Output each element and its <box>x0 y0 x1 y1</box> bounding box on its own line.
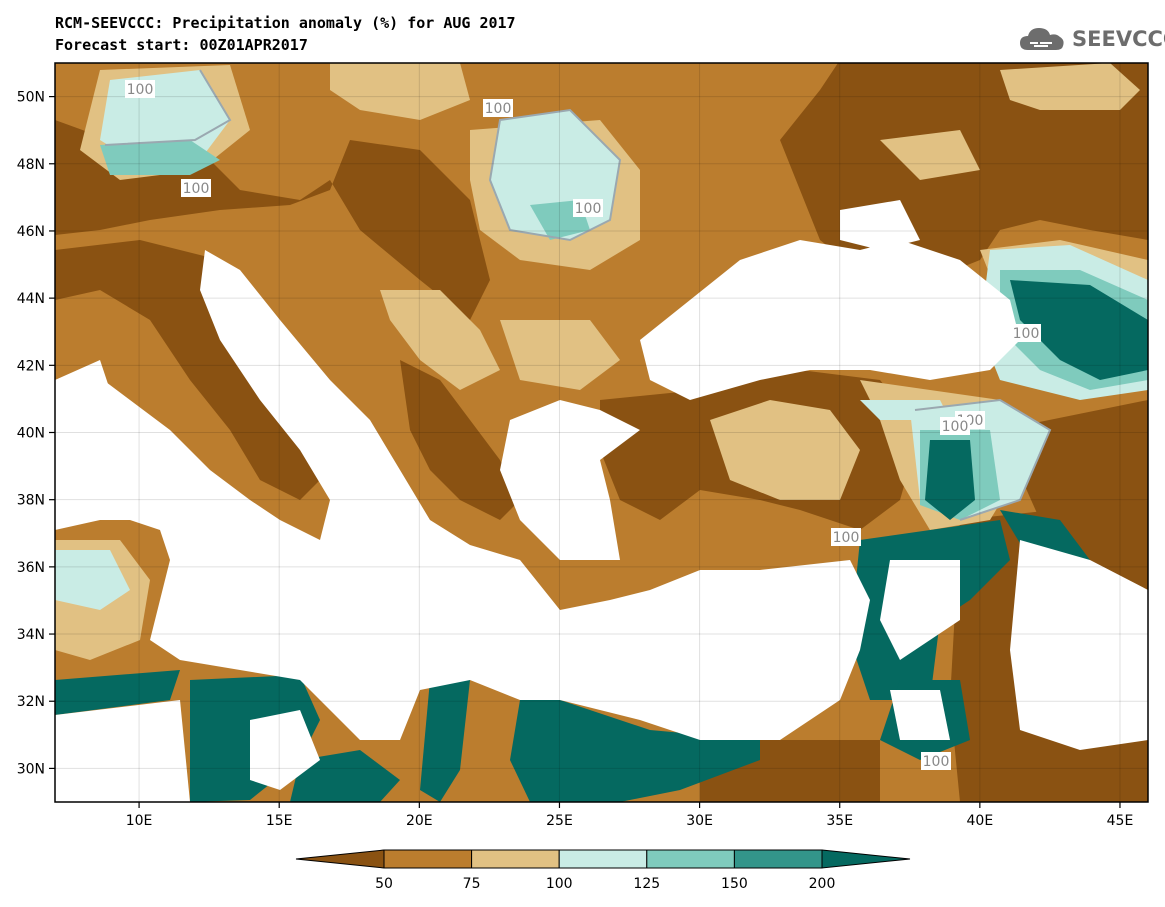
contour-label-text: 100 <box>485 101 512 117</box>
lat-tick-label: 46N <box>17 224 45 240</box>
contour-label-text: 100 <box>127 82 154 98</box>
libya-desert-1 <box>55 700 190 802</box>
contour-label-text: 100 <box>942 419 969 435</box>
west-med-left <box>55 360 120 440</box>
lat-tick-label: 38N <box>17 493 45 509</box>
lat-tick-label: 48N <box>17 157 45 173</box>
libya-desert-2 <box>250 710 320 790</box>
lon-tick-label: 45E <box>1107 813 1134 829</box>
legend-label: 75 <box>463 876 481 892</box>
contour-label-text: 100 <box>1013 326 1040 342</box>
contour-label-text: 100 <box>575 201 602 217</box>
contour-labels: 100 100 100 100 100 100 100 100 <box>125 80 1041 770</box>
lat-tick-label: 30N <box>17 761 45 777</box>
black-sea <box>640 240 1020 400</box>
contour-label-text: 100 <box>923 754 950 770</box>
jordan-desert <box>890 690 950 740</box>
legend-label: 125 <box>633 876 660 892</box>
legend-swatch <box>821 849 911 869</box>
contour-label: 100 <box>125 80 155 98</box>
lon-tick-label: 25E <box>546 813 573 829</box>
legend-label: 150 <box>721 876 748 892</box>
lon-tick-label: 15E <box>266 813 293 829</box>
contour-label-text: 100 <box>183 181 210 197</box>
cloud-icon <box>1020 28 1064 50</box>
syria-desert <box>880 560 960 660</box>
legend-label: 50 <box>375 876 393 892</box>
contour-label: 100 <box>483 99 513 117</box>
lat-tick-label: 32N <box>17 694 45 710</box>
contour-lines <box>104 69 1052 521</box>
lon-tick-label: 35E <box>826 813 853 829</box>
lon-tick-label: 40E <box>967 813 994 829</box>
lon-tick-label: 30E <box>686 813 713 829</box>
lon-tick-label: 20E <box>406 813 433 829</box>
graticule <box>55 63 1148 802</box>
azov-sea <box>840 200 920 250</box>
legend-swatch <box>646 849 735 869</box>
lat-tick-label: 44N <box>17 291 45 307</box>
lat-tick-label: 40N <box>17 426 45 442</box>
latitude-axis: 50N 48N 46N 44N 42N 40N 38N 36N 34N 32N 30N <box>17 90 55 777</box>
lat-tick-label: 34N <box>17 627 45 643</box>
aegean-sea <box>500 400 640 560</box>
lat-tick-label: 50N <box>17 90 45 106</box>
map-field <box>55 63 1148 802</box>
legend-swatch <box>383 849 473 869</box>
logo-text: SEEVCCC <box>1072 27 1165 51</box>
legend-label: 100 <box>546 876 573 892</box>
legend-swatch <box>295 849 385 869</box>
sea-and-blank-areas <box>55 200 1148 802</box>
lat-tick-label: 36N <box>17 560 45 576</box>
contour-label: 100 <box>573 199 603 217</box>
longitude-axis: 10E 15E 20E 25E 30E 35E 40E 45E <box>126 802 1134 829</box>
legend-swatch <box>471 849 560 869</box>
legend-swatch <box>733 849 823 869</box>
adriatic-ionian-mediterranean <box>55 250 870 740</box>
contour-label: 100 <box>181 179 211 197</box>
seevccc-logo: SEEVCCC <box>1018 25 1165 53</box>
chart-title: RCM-SEEVCCC: Precipitation anomaly (%) f… <box>55 14 516 32</box>
arabia-desert <box>1010 540 1148 750</box>
contour-label-text: 100 <box>833 530 860 546</box>
color-legend: 50 75 100 125 150 200 <box>295 849 911 892</box>
contour-label: 100 <box>940 417 970 435</box>
lon-tick-label: 10E <box>126 813 153 829</box>
legend-swatch <box>558 849 648 869</box>
legend-label: 200 <box>809 876 836 892</box>
chart-subtitle: Forecast start: 00Z01APR2017 <box>55 36 308 54</box>
contour-label: 100 <box>831 528 861 546</box>
contour-label: 100 <box>921 752 951 770</box>
lat-tick-label: 42N <box>17 358 45 374</box>
contour-label: 100 <box>1011 324 1041 342</box>
